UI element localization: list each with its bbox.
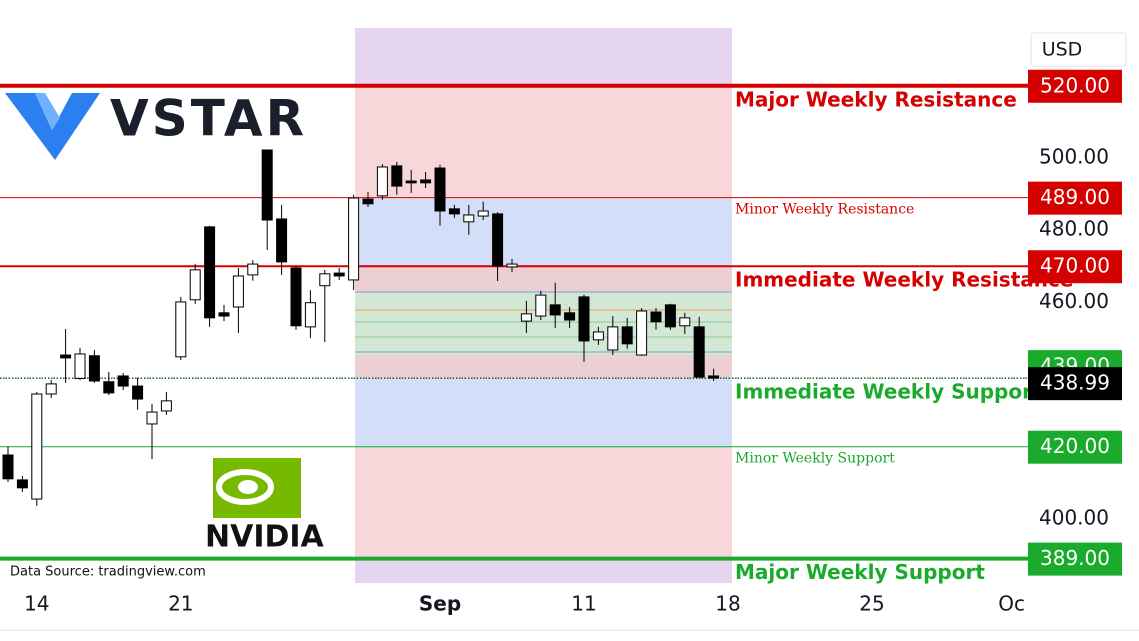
candle-body [75,354,85,379]
last-price-label: 438.99 [1040,371,1110,395]
brand: VSTAR [110,90,307,148]
candle-body [622,327,632,344]
candle-body [61,355,71,358]
candle-body [449,209,459,214]
nvidia-logo: NVIDIA [205,458,325,555]
candle-body [262,150,272,220]
candle-body [392,166,402,186]
candle-body [219,313,229,316]
candle-body [205,227,215,318]
price-label: 470.00 [1040,254,1110,278]
candle-body [118,376,128,386]
x-tick-label: 14 [24,592,49,616]
candle-body [363,199,373,204]
x-tick-label: Sep [419,592,461,616]
candle-body [17,480,27,488]
source: Data Source: tradingview.com [10,565,206,580]
candle-body [579,297,589,341]
candle-body [334,273,344,276]
currency: USD [1042,39,1083,61]
y-tick-label: 480.00 [1039,217,1109,241]
candle-body [665,305,675,327]
candle-body [161,401,171,411]
candle-body [637,311,647,355]
candle-body [89,356,99,381]
candle-body [305,303,315,327]
candle-body [147,412,157,424]
candle-body [680,318,690,326]
candle-body [565,313,575,320]
y-tick-label: 400.00 [1039,505,1109,529]
zone-support [355,448,732,560]
candle-body [46,384,56,394]
candle-body [651,312,661,322]
candle-body [190,270,200,300]
y-tick-label: 460.00 [1039,289,1109,313]
candle-body [550,305,560,315]
candle-body [464,215,474,222]
candle-body [176,302,186,357]
candle-body [32,394,42,499]
chart: VSTAR NVIDIA Data Source: tradingview.co… [0,0,1139,641]
vstar-logo: VSTAR [5,90,307,161]
candle-body [277,219,287,262]
candle-body [133,386,143,399]
x-tick-label: Oc [998,592,1025,616]
candle-body [521,314,531,321]
level-text: Immediate Weekly Resistance [735,268,1073,292]
candle-body [493,214,503,266]
price-label: 420.00 [1040,434,1110,458]
candle-body [248,264,258,275]
price-label: 389.00 [1040,546,1110,570]
nvidia-text: NVIDIA [205,520,325,555]
candle-body [507,264,517,267]
candle-body [377,167,387,196]
candle-body [608,327,618,350]
y-tick-label: 500.00 [1039,144,1109,168]
level-text: Immediate Weekly Support [735,380,1042,404]
x-tick-label: 25 [859,592,884,616]
candle-body [3,455,13,479]
candle-body [435,168,445,211]
candle-body [421,180,431,183]
candle-body [349,198,359,280]
candle-body [406,181,416,183]
zone-minor-support [355,378,732,448]
zone-minor-resistance [355,198,732,267]
level-text: Minor Weekly Support [735,451,895,467]
x-tick-label: 11 [571,592,596,616]
x-tick-label: 21 [168,592,193,616]
candle-body [291,268,301,326]
candle-body [593,332,603,340]
candle-body [694,327,704,377]
candle-body [104,382,114,393]
candle-body [320,274,330,286]
level-text: Major Weekly Resistance [735,87,1017,111]
price-label: 520.00 [1040,73,1110,97]
candle-body [233,276,243,307]
level-text: Minor Weekly Resistance [735,202,914,218]
x-tick-label: 18 [715,592,740,616]
price-label: 489.00 [1040,185,1110,209]
candle-body [478,211,488,216]
candle-body [536,295,546,316]
level-text: Major Weekly Support [735,560,985,584]
